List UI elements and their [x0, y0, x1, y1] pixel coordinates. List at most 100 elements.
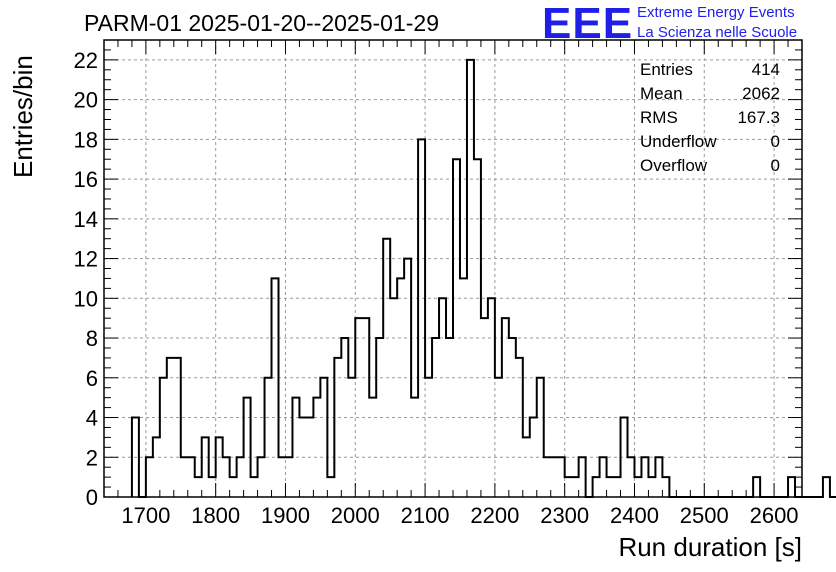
x-tick-label: 2600	[750, 503, 799, 528]
histogram-bin	[579, 457, 586, 497]
stat-row-underflow: Underflow 0	[640, 130, 780, 154]
histogram-bin	[181, 457, 188, 497]
stat-label: Overflow	[640, 156, 708, 175]
histogram-bin	[418, 139, 425, 497]
histogram-bin	[460, 278, 467, 497]
histogram-bin	[244, 398, 251, 497]
y-tick-label: 8	[86, 326, 98, 351]
stat-label: Entries	[640, 60, 693, 79]
stat-value: 0	[770, 156, 780, 175]
stat-label: Mean	[640, 84, 683, 103]
histogram-bin	[390, 298, 397, 497]
y-tick-label: 16	[74, 167, 98, 192]
histogram-bin	[641, 457, 648, 497]
histogram-bin	[230, 477, 237, 497]
y-tick-label: 0	[86, 485, 98, 510]
stat-value: 414	[751, 60, 780, 79]
histogram-bin	[495, 378, 502, 497]
histogram-bin	[655, 457, 662, 497]
stat-row-mean: Mean 2062	[640, 82, 780, 106]
histogram-bin	[648, 477, 655, 497]
stat-label: RMS	[640, 108, 678, 127]
histogram-bin	[160, 378, 167, 497]
x-tick-label: 2500	[680, 503, 729, 528]
histogram-bin	[223, 457, 230, 497]
y-tick-label: 18	[74, 127, 98, 152]
histogram-bin	[593, 477, 600, 497]
x-tick-label: 1700	[121, 503, 170, 528]
histogram-bin	[327, 477, 334, 497]
histogram-bin	[558, 457, 565, 497]
x-tick-label: 2000	[331, 503, 380, 528]
histogram-bin	[313, 398, 320, 497]
stat-value: 0	[770, 132, 780, 151]
histogram-bin	[474, 159, 481, 497]
y-axis-label: Entries/bin	[8, 55, 38, 178]
histogram-bin	[209, 477, 216, 497]
histogram-bin	[167, 358, 174, 497]
histogram-bin	[320, 378, 327, 497]
histogram-bin	[258, 457, 265, 497]
histogram-bin	[153, 437, 160, 497]
histogram-bin	[237, 457, 244, 497]
histogram-bin	[251, 477, 258, 497]
histogram-bin	[202, 437, 209, 497]
histogram-bin	[279, 457, 286, 497]
plot-frame	[103, 39, 803, 498]
x-tick-label: 2100	[401, 503, 450, 528]
logo-tagline-2: La Scienza nelle Scuole	[637, 24, 798, 41]
y-tick-label: 22	[74, 48, 98, 73]
histogram-bin	[572, 477, 579, 497]
stat-row-rms: RMS 167.3	[640, 106, 780, 130]
y-tick-label: 10	[74, 286, 98, 311]
histogram-bin	[628, 457, 635, 497]
histogram-bin	[285, 457, 292, 497]
histogram-bin	[146, 457, 153, 497]
x-tick-label: 2400	[610, 503, 659, 528]
histogram-bin	[439, 298, 446, 497]
stat-row-entries: Entries 414	[640, 58, 780, 82]
histogram-bin	[467, 60, 474, 497]
histogram-bin	[662, 477, 669, 497]
histogram-bin	[174, 358, 181, 497]
histogram-bin	[614, 477, 621, 497]
histogram-bin	[634, 477, 641, 497]
histogram-bin	[516, 358, 523, 497]
y-tick-label: 6	[86, 366, 98, 391]
y-tick-label: 2	[86, 445, 98, 470]
histogram-bin	[453, 159, 460, 497]
x-tick-label: 2200	[470, 503, 519, 528]
histogram-bin	[544, 457, 551, 497]
x-tick-label: 1900	[261, 503, 310, 528]
y-tick-label: 20	[74, 88, 98, 113]
tick-labels: 1700 1800 1900 2000 2100 2200 2300 2400 2500 2600…	[74, 48, 799, 528]
histogram-bin	[195, 477, 202, 497]
histogram-bin	[788, 477, 795, 497]
histogram-bin	[348, 378, 355, 497]
logo-tagline-1: Extreme Energy Events	[637, 4, 795, 21]
histogram-bin	[334, 358, 341, 497]
histogram-bin	[216, 437, 223, 497]
histogram-bin	[523, 437, 530, 497]
histogram-bin	[607, 477, 614, 497]
histogram-bin	[383, 239, 390, 497]
histogram-bin	[397, 278, 404, 497]
stats-box: Entries 414 Mean 2062 RMS 167.3 Underflo…	[640, 58, 780, 178]
stat-label: Underflow	[640, 132, 717, 151]
eee-logo: EEE	[542, 0, 634, 48]
histogram-bin	[502, 318, 509, 497]
histogram-bin	[753, 477, 760, 497]
histogram-bin	[600, 457, 607, 497]
histogram-bin	[823, 477, 830, 497]
histogram-bin	[355, 318, 362, 497]
histogram-bin	[481, 318, 488, 497]
stat-value: 167.3	[737, 108, 780, 127]
histogram-bin	[272, 278, 279, 497]
histogram-bin	[411, 398, 418, 497]
histogram-bin	[488, 298, 495, 497]
y-tick-label: 12	[74, 247, 98, 272]
histogram-bin	[425, 378, 432, 497]
histogram-bin	[292, 398, 299, 497]
histogram-bin	[369, 398, 376, 497]
